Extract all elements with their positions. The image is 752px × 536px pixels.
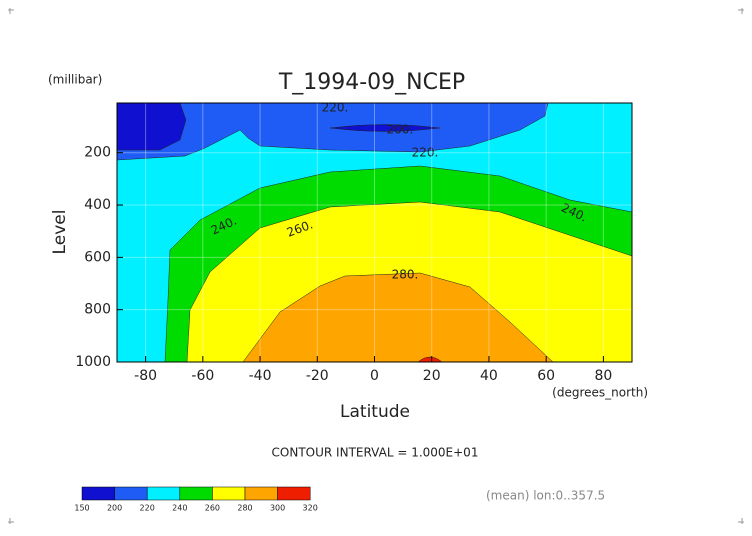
colorbar-box <box>81 486 115 501</box>
x-tick-label: -20 <box>306 368 329 384</box>
x-tick-label: -40 <box>249 368 272 384</box>
colorbar-label: 200 <box>107 504 122 513</box>
footer-note: (mean) lon:0..357.5 <box>486 489 605 503</box>
contour-fills <box>117 103 632 362</box>
contour-label: 220. <box>412 146 439 160</box>
contour-label: 200. <box>387 123 414 137</box>
x-axis-label: Latitude <box>340 402 410 422</box>
x-units: (degrees_north) <box>552 386 648 400</box>
contour-fill <box>242 272 554 362</box>
contour-fill <box>117 103 187 151</box>
contour-fill <box>329 124 441 132</box>
plot-frame <box>116 102 633 363</box>
y-tick-label: 800 <box>84 302 111 318</box>
colorbar-label: 150 <box>74 504 89 513</box>
colorbar-label: 260 <box>205 504 220 513</box>
y-tick-label: 1000 <box>75 354 111 370</box>
x-tick-label: 40 <box>480 368 498 384</box>
y-axis-label: Level <box>50 210 70 255</box>
colorbar-box <box>212 486 246 501</box>
x-tick-label: -60 <box>191 368 214 384</box>
colorbar-box <box>244 486 278 501</box>
colorbar-label: 240 <box>172 504 187 513</box>
contour-label: 220. <box>322 101 349 115</box>
colorbar-label: 220 <box>140 504 155 513</box>
colorbar-box <box>114 486 148 501</box>
contour-interval-note: CONTOUR INTERVAL = 1.000E+01 <box>272 446 479 460</box>
colorbar-label: 320 <box>303 504 318 513</box>
x-tick-label: 20 <box>423 368 441 384</box>
colorbar-label: 300 <box>270 504 285 513</box>
x-tick-label: 0 <box>370 368 379 384</box>
crop-marks <box>8 8 744 524</box>
y-tick-label: 200 <box>84 145 111 161</box>
y-tick-label: 400 <box>84 197 111 213</box>
x-tick-label: 60 <box>537 368 555 384</box>
x-tick-label: -80 <box>134 368 157 384</box>
contour-fill <box>117 103 549 161</box>
y-units: (millibar) <box>48 73 102 87</box>
colorbar-box <box>146 486 181 501</box>
contour-label: 280. <box>392 268 419 282</box>
colorbar-box <box>277 486 311 501</box>
colorbar-label: 280 <box>237 504 252 513</box>
y-tick-label: 600 <box>84 249 111 265</box>
chart-title: T_1994-09_NCEP <box>278 70 465 95</box>
x-tick-label: 80 <box>594 368 612 384</box>
colorbar-box <box>179 486 213 501</box>
